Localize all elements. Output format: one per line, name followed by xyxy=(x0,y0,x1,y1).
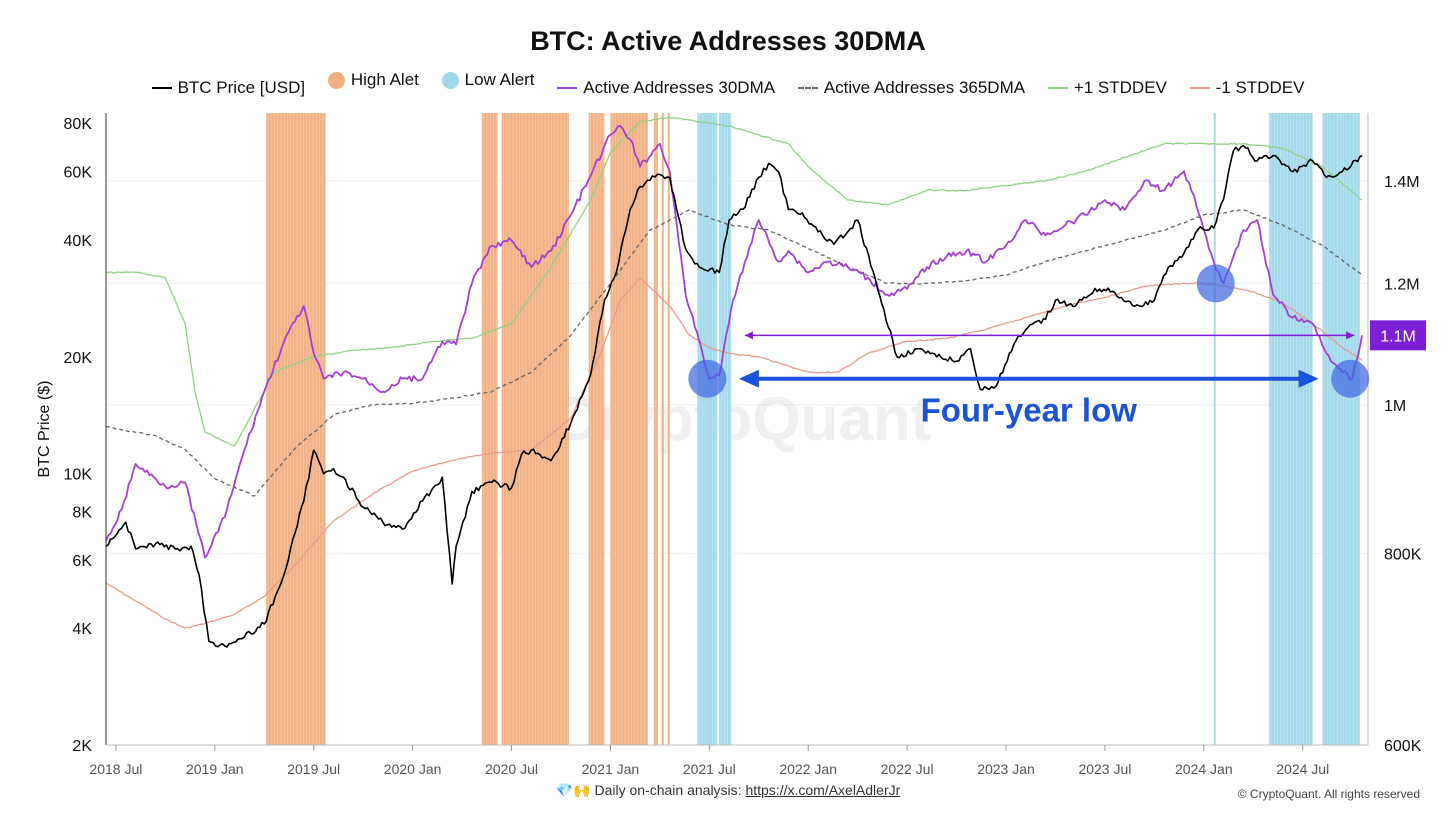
low-alert-band xyxy=(1213,113,1216,745)
high-alert-band xyxy=(266,113,326,745)
x-tick-label: 2021 Jan xyxy=(582,761,640,777)
high-alert-band xyxy=(481,113,498,745)
footer-emoji: 💎🙌 xyxy=(555,782,591,798)
footer: 💎🙌 Daily on-chain analysis: https://x.co… xyxy=(0,782,1456,799)
x-tick-label: 2023 Jul xyxy=(1078,761,1131,777)
y-left-tick-label: 8K xyxy=(72,504,92,521)
highlight-circle xyxy=(1331,359,1370,398)
y-left-tick-label: 60K xyxy=(64,165,93,182)
low-arrow-head-left xyxy=(738,369,759,388)
low-alert-band xyxy=(1322,113,1361,745)
y-right-tick-label: 600K xyxy=(1384,738,1422,755)
low-alert-band-fill xyxy=(1213,113,1216,745)
legend-btc-price[interactable]: BTC Price [USD] xyxy=(151,77,306,98)
legend-low-alert-label: Low Alert xyxy=(464,70,535,89)
legend-aa-365dma[interactable]: Active Addresses 365DMA xyxy=(797,77,1026,98)
series--1-stddev xyxy=(105,277,1363,629)
x-tick-label: 2019 Jan xyxy=(186,761,244,777)
footer-text: Daily on-chain analysis: xyxy=(594,782,742,798)
legend-aa-30dma-label: Active Addresses 30DMA xyxy=(583,77,776,97)
high-alert-band-fill xyxy=(661,113,664,745)
x-tick-label: 2019 Jul xyxy=(287,761,340,777)
series--1-stddev xyxy=(105,116,1363,447)
high-alert-band xyxy=(610,113,648,745)
low-alert-band xyxy=(719,113,732,745)
y-right-tick-label: 1.2M xyxy=(1384,276,1420,293)
high-alert-band xyxy=(653,113,658,745)
low-alert-band-fill xyxy=(697,113,718,745)
low-alert-band xyxy=(697,113,718,745)
high-alert-band-fill xyxy=(667,113,670,745)
legend-high-alert[interactable]: High Alet xyxy=(327,70,419,90)
legend-aa-365dma-swatch xyxy=(797,86,818,89)
high-alert-band-fill xyxy=(266,113,326,745)
high-alert-band-fill xyxy=(610,113,648,745)
high-alert-band-fill xyxy=(481,113,498,745)
high-alert-band xyxy=(661,113,664,745)
y-left-tick-label: 10K xyxy=(64,467,93,484)
y-left-tick-label: 4K xyxy=(72,621,92,638)
annotation-four-year-low: Four-year low xyxy=(921,392,1138,429)
highlight-circle xyxy=(688,359,727,398)
legend-high-alert-swatch xyxy=(327,71,345,89)
x-tick-label: 2022 Jan xyxy=(779,761,837,777)
legend-btc-price-label: BTC Price [USD] xyxy=(177,77,306,97)
copyright: © CryptoQuant. All rights reserved xyxy=(1237,787,1420,801)
x-tick-label: 2021 Jul xyxy=(683,761,736,777)
series-active-addresses-30dma xyxy=(105,125,1363,559)
legend-plus-stddev[interactable]: +1 STDDEV xyxy=(1047,77,1167,98)
threshold-badge-label: 1.1M xyxy=(1380,328,1416,345)
y-left-tick-label: 2K xyxy=(72,738,92,755)
low-arrow-head-right xyxy=(1298,369,1319,388)
x-tick-label: 2020 Jul xyxy=(485,761,538,777)
y-axis-title: BTC Price ($) xyxy=(36,381,53,478)
legend-btc-price-swatch xyxy=(151,86,172,89)
high-alert-band-fill xyxy=(653,113,658,745)
x-tick-label: 2022 Jul xyxy=(881,761,934,777)
high-alert-band xyxy=(667,113,670,745)
low-alert-band-fill xyxy=(719,113,732,745)
low-alert-band xyxy=(1269,113,1313,745)
legend-aa-30dma-swatch xyxy=(557,86,578,89)
series-active-addresses-365dma xyxy=(106,209,1363,497)
legend-plus-stddev-swatch xyxy=(1047,86,1068,89)
legend-minus-stddev-label: -1 STDDEV xyxy=(1215,77,1305,97)
legend-minus-stddev-swatch xyxy=(1189,86,1210,89)
y-right-tick-label: 1M xyxy=(1384,398,1406,415)
x-tick-label: 2018 Jul xyxy=(89,761,142,777)
chart-title: BTC: Active Addresses 30DMA xyxy=(530,26,926,56)
x-tick-label: 2024 Jan xyxy=(1175,761,1233,777)
high-alert-band xyxy=(588,113,605,745)
low-alert-band-fill xyxy=(1269,113,1313,745)
x-tick-label: 2024 Jul xyxy=(1276,761,1329,777)
legend-high-alert-label: High Alet xyxy=(350,70,419,89)
x-tick-label: 2020 Jan xyxy=(384,761,442,777)
watermark: CryptoQuant xyxy=(553,385,932,454)
legend-low-alert-swatch xyxy=(441,71,459,89)
threshold-badge xyxy=(1370,320,1426,351)
x-tick-label: 2023 Jan xyxy=(977,761,1035,777)
high-alert-band-fill xyxy=(588,113,605,745)
threshold-arrow-left xyxy=(744,331,753,340)
legend-aa-365dma-label: Active Addresses 365DMA xyxy=(823,77,1026,97)
legend-minus-stddev[interactable]: -1 STDDEV xyxy=(1189,77,1305,98)
low-alert-band-fill xyxy=(1322,113,1361,745)
y-left-tick-label: 20K xyxy=(64,350,93,367)
legend-low-alert[interactable]: Low Alert xyxy=(441,70,535,90)
high-alert-band-fill xyxy=(501,113,569,745)
y-right-tick-label: 800K xyxy=(1384,546,1422,563)
threshold-arrow-right xyxy=(1346,331,1355,340)
y-left-tick-label: 80K xyxy=(64,116,93,133)
series-btc-price-usd- xyxy=(105,144,1363,648)
y-left-tick-label: 6K xyxy=(72,553,92,570)
highlight-circle xyxy=(1196,264,1235,303)
y-right-tick-label: 1.4M xyxy=(1384,174,1420,191)
high-alert-band xyxy=(501,113,569,745)
footer-link[interactable]: https://x.com/AxelAdlerJr xyxy=(745,782,901,798)
legend: BTC Price [USD] High Alet Low Alert Acti… xyxy=(0,70,1456,98)
y-left-tick-label: 40K xyxy=(64,233,93,250)
legend-plus-stddev-label: +1 STDDEV xyxy=(1073,77,1167,97)
legend-aa-30dma[interactable]: Active Addresses 30DMA xyxy=(557,78,775,98)
